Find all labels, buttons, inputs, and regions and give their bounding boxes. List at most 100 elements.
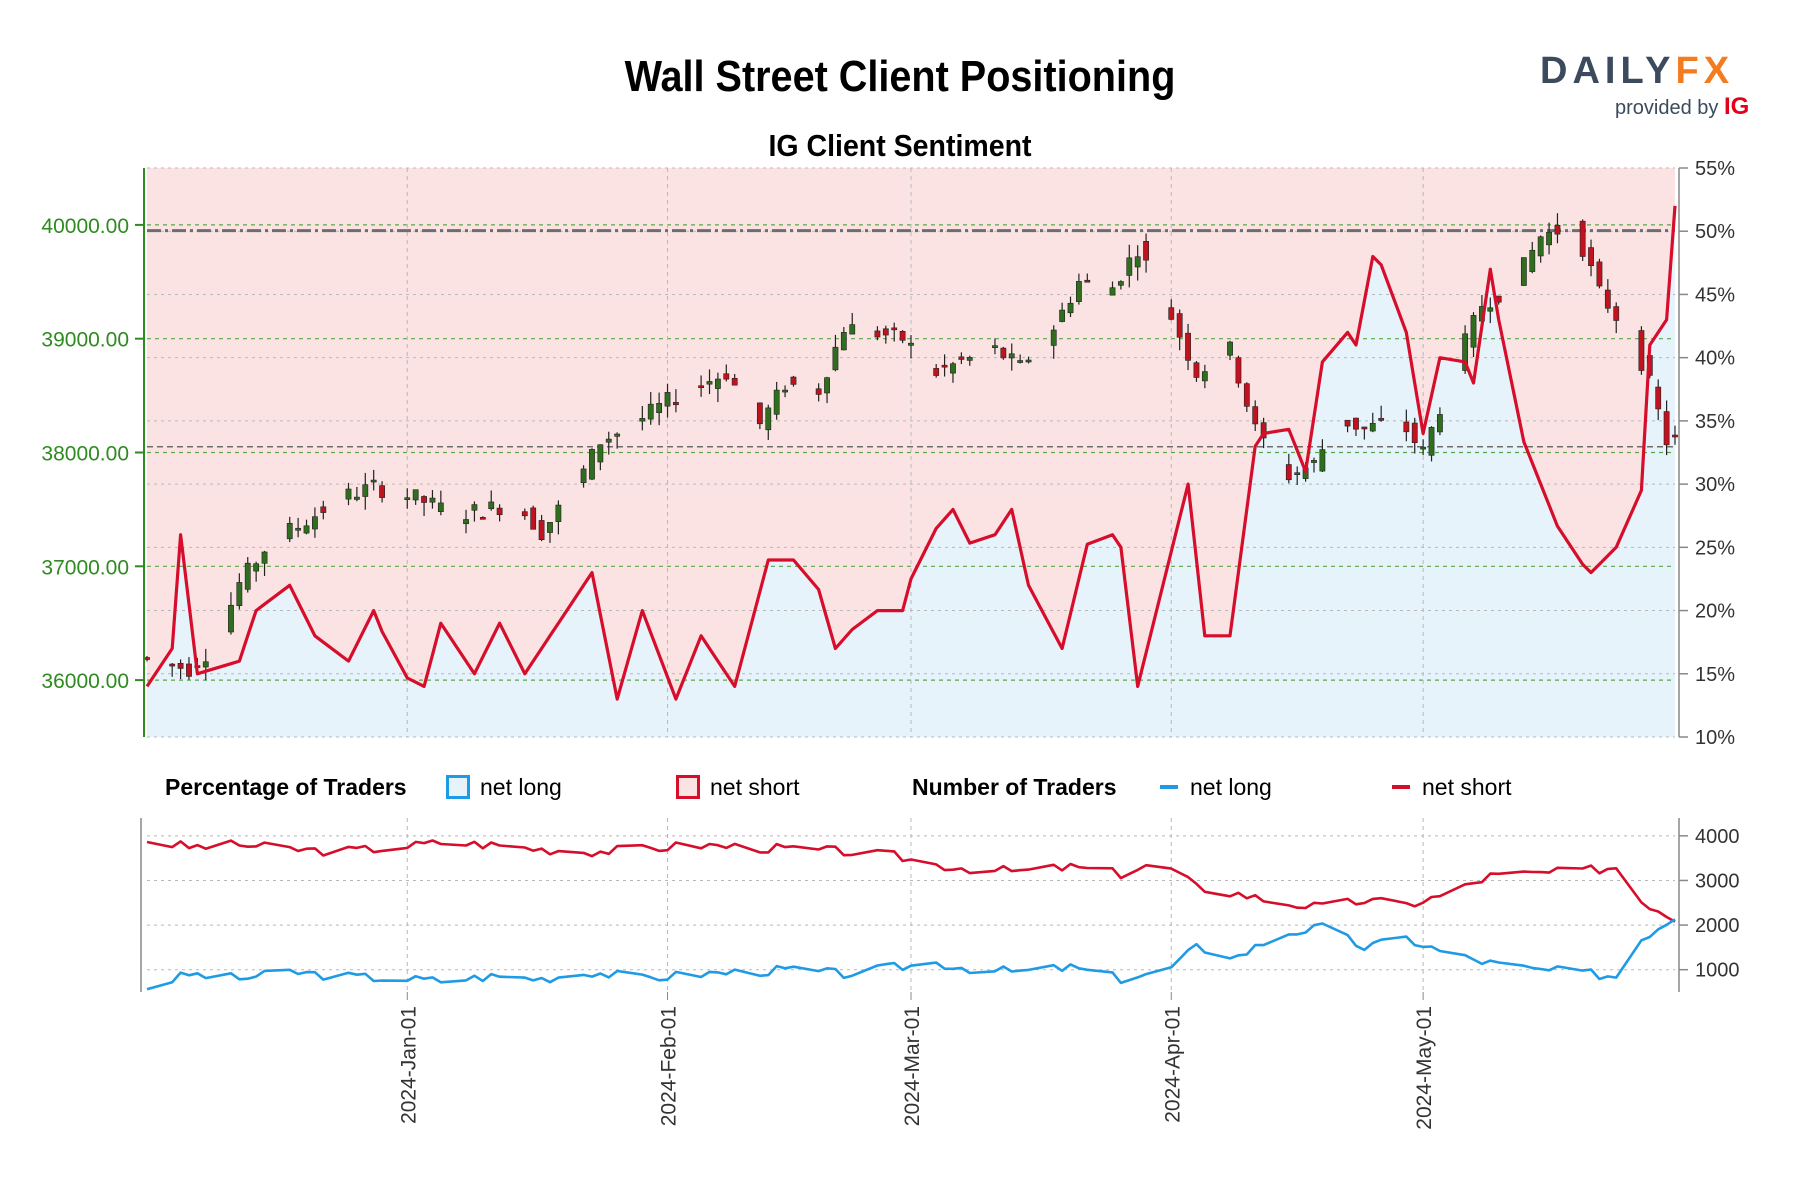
candle-body [1134, 256, 1141, 268]
left-tick-label: 39000.00 [41, 329, 129, 352]
right-tick-label: 15% [1695, 664, 1735, 686]
num-long-line [146, 918, 1676, 991]
candle-body [412, 489, 419, 501]
candle-body [1025, 359, 1032, 363]
candle-body [1176, 313, 1183, 338]
candle-body [437, 502, 444, 512]
left-tick-label: 37000.00 [41, 556, 129, 579]
right-tick-label: 25% [1695, 537, 1735, 559]
candle-body [370, 479, 377, 483]
candle-body [1050, 329, 1057, 346]
candle-body [261, 551, 268, 564]
candle-body [1520, 257, 1527, 286]
candle-body [1319, 449, 1326, 472]
right-tick-label: 35% [1695, 411, 1735, 433]
candle-body [253, 563, 260, 572]
candle-body [202, 661, 209, 668]
candle-body [1143, 241, 1149, 261]
candle-body [1470, 315, 1477, 348]
candle-body [144, 657, 150, 660]
left-tick-label: 36000.00 [41, 670, 129, 693]
candle-body [731, 378, 738, 386]
candle-body [1311, 460, 1317, 463]
legend-pct-title: Percentage of Traders [165, 773, 407, 800]
candle-body [1285, 464, 1292, 481]
x-tick-label: 2024-Apr-01 [1161, 1006, 1184, 1123]
legend-num-long: net long [1160, 770, 1272, 804]
candle-body [723, 373, 730, 380]
candle-body [488, 501, 495, 510]
candle-body [966, 357, 973, 361]
candle-body [320, 506, 327, 513]
right-tick-label: 50% [1695, 221, 1735, 243]
candle-body [295, 527, 302, 531]
legend-num-title: Number of Traders [912, 773, 1117, 800]
candle-body [1554, 224, 1561, 235]
candle-body [1369, 422, 1376, 432]
candle-body [1227, 341, 1233, 356]
num-short-line [146, 839, 1676, 923]
candle-body [832, 346, 839, 371]
right-tick-label: 40% [1695, 348, 1735, 370]
candle-body [547, 522, 553, 533]
candle-body [530, 507, 537, 530]
candle-body [597, 444, 604, 463]
candle-body [429, 497, 436, 503]
candle-body [379, 485, 385, 498]
right-tick-label: 55% [1695, 158, 1735, 180]
legend-short-swatch [676, 775, 700, 799]
candle-body [1588, 247, 1594, 267]
candle-body [815, 388, 822, 395]
right-tick-label: 30% [1695, 474, 1735, 496]
candle-body [1201, 371, 1208, 382]
candle-body [521, 511, 528, 517]
left-tick-label: 38000.00 [41, 443, 129, 466]
candle-body [244, 562, 251, 590]
legend-pct-long: net long [446, 770, 562, 804]
net-long-area [147, 205, 1675, 737]
lower-right-tick-label: 3000 [1695, 870, 1740, 892]
candle-body [1000, 347, 1007, 359]
candle-body [345, 488, 352, 500]
candle-body [1462, 333, 1469, 371]
candle-body [538, 520, 545, 540]
candle-body [1353, 417, 1359, 430]
candle-body [1294, 472, 1301, 476]
candle-body [177, 662, 184, 669]
logo-provided-by: provided by IG [1615, 93, 1750, 120]
candle-body [169, 663, 176, 667]
candle-body [1378, 418, 1385, 421]
candle-body [1252, 406, 1259, 425]
candle-body [1126, 257, 1133, 276]
candle-body [286, 522, 293, 540]
candle-body [228, 604, 234, 633]
candle-body [958, 356, 965, 360]
candle-body [849, 324, 856, 335]
dailyfx-logo: DAILYFX provided by IG [1540, 50, 1760, 130]
candle-body [773, 389, 780, 415]
candle-body [715, 378, 721, 389]
candle-body [362, 484, 369, 497]
candle-body [874, 330, 881, 338]
lower-right-tick-label: 4000 [1695, 826, 1740, 848]
candle-body [1017, 360, 1024, 363]
axes: 36000.00 37000.00 38000.00 39000.00 40000.00… [41, 158, 1739, 1130]
candle-body [647, 403, 654, 420]
candle-body [1344, 419, 1351, 427]
legend-pct-short: net short [676, 770, 800, 804]
candle-body [589, 449, 595, 480]
left-tick-label: 40000.00 [41, 215, 129, 238]
candle-body [1059, 309, 1066, 322]
candle-body [1529, 249, 1536, 272]
candle-body [1604, 289, 1611, 309]
candle-body [1168, 307, 1175, 320]
candle-body [312, 516, 318, 530]
net-short-pct-line [145, 205, 1677, 701]
lower-right-tick-label: 1000 [1695, 960, 1740, 982]
candle-body [790, 376, 797, 385]
candle-body [639, 418, 646, 422]
candle-body [1420, 446, 1427, 450]
right-tick-label: 20% [1695, 601, 1735, 623]
logo-brand: DAILYFX [1540, 50, 1735, 92]
